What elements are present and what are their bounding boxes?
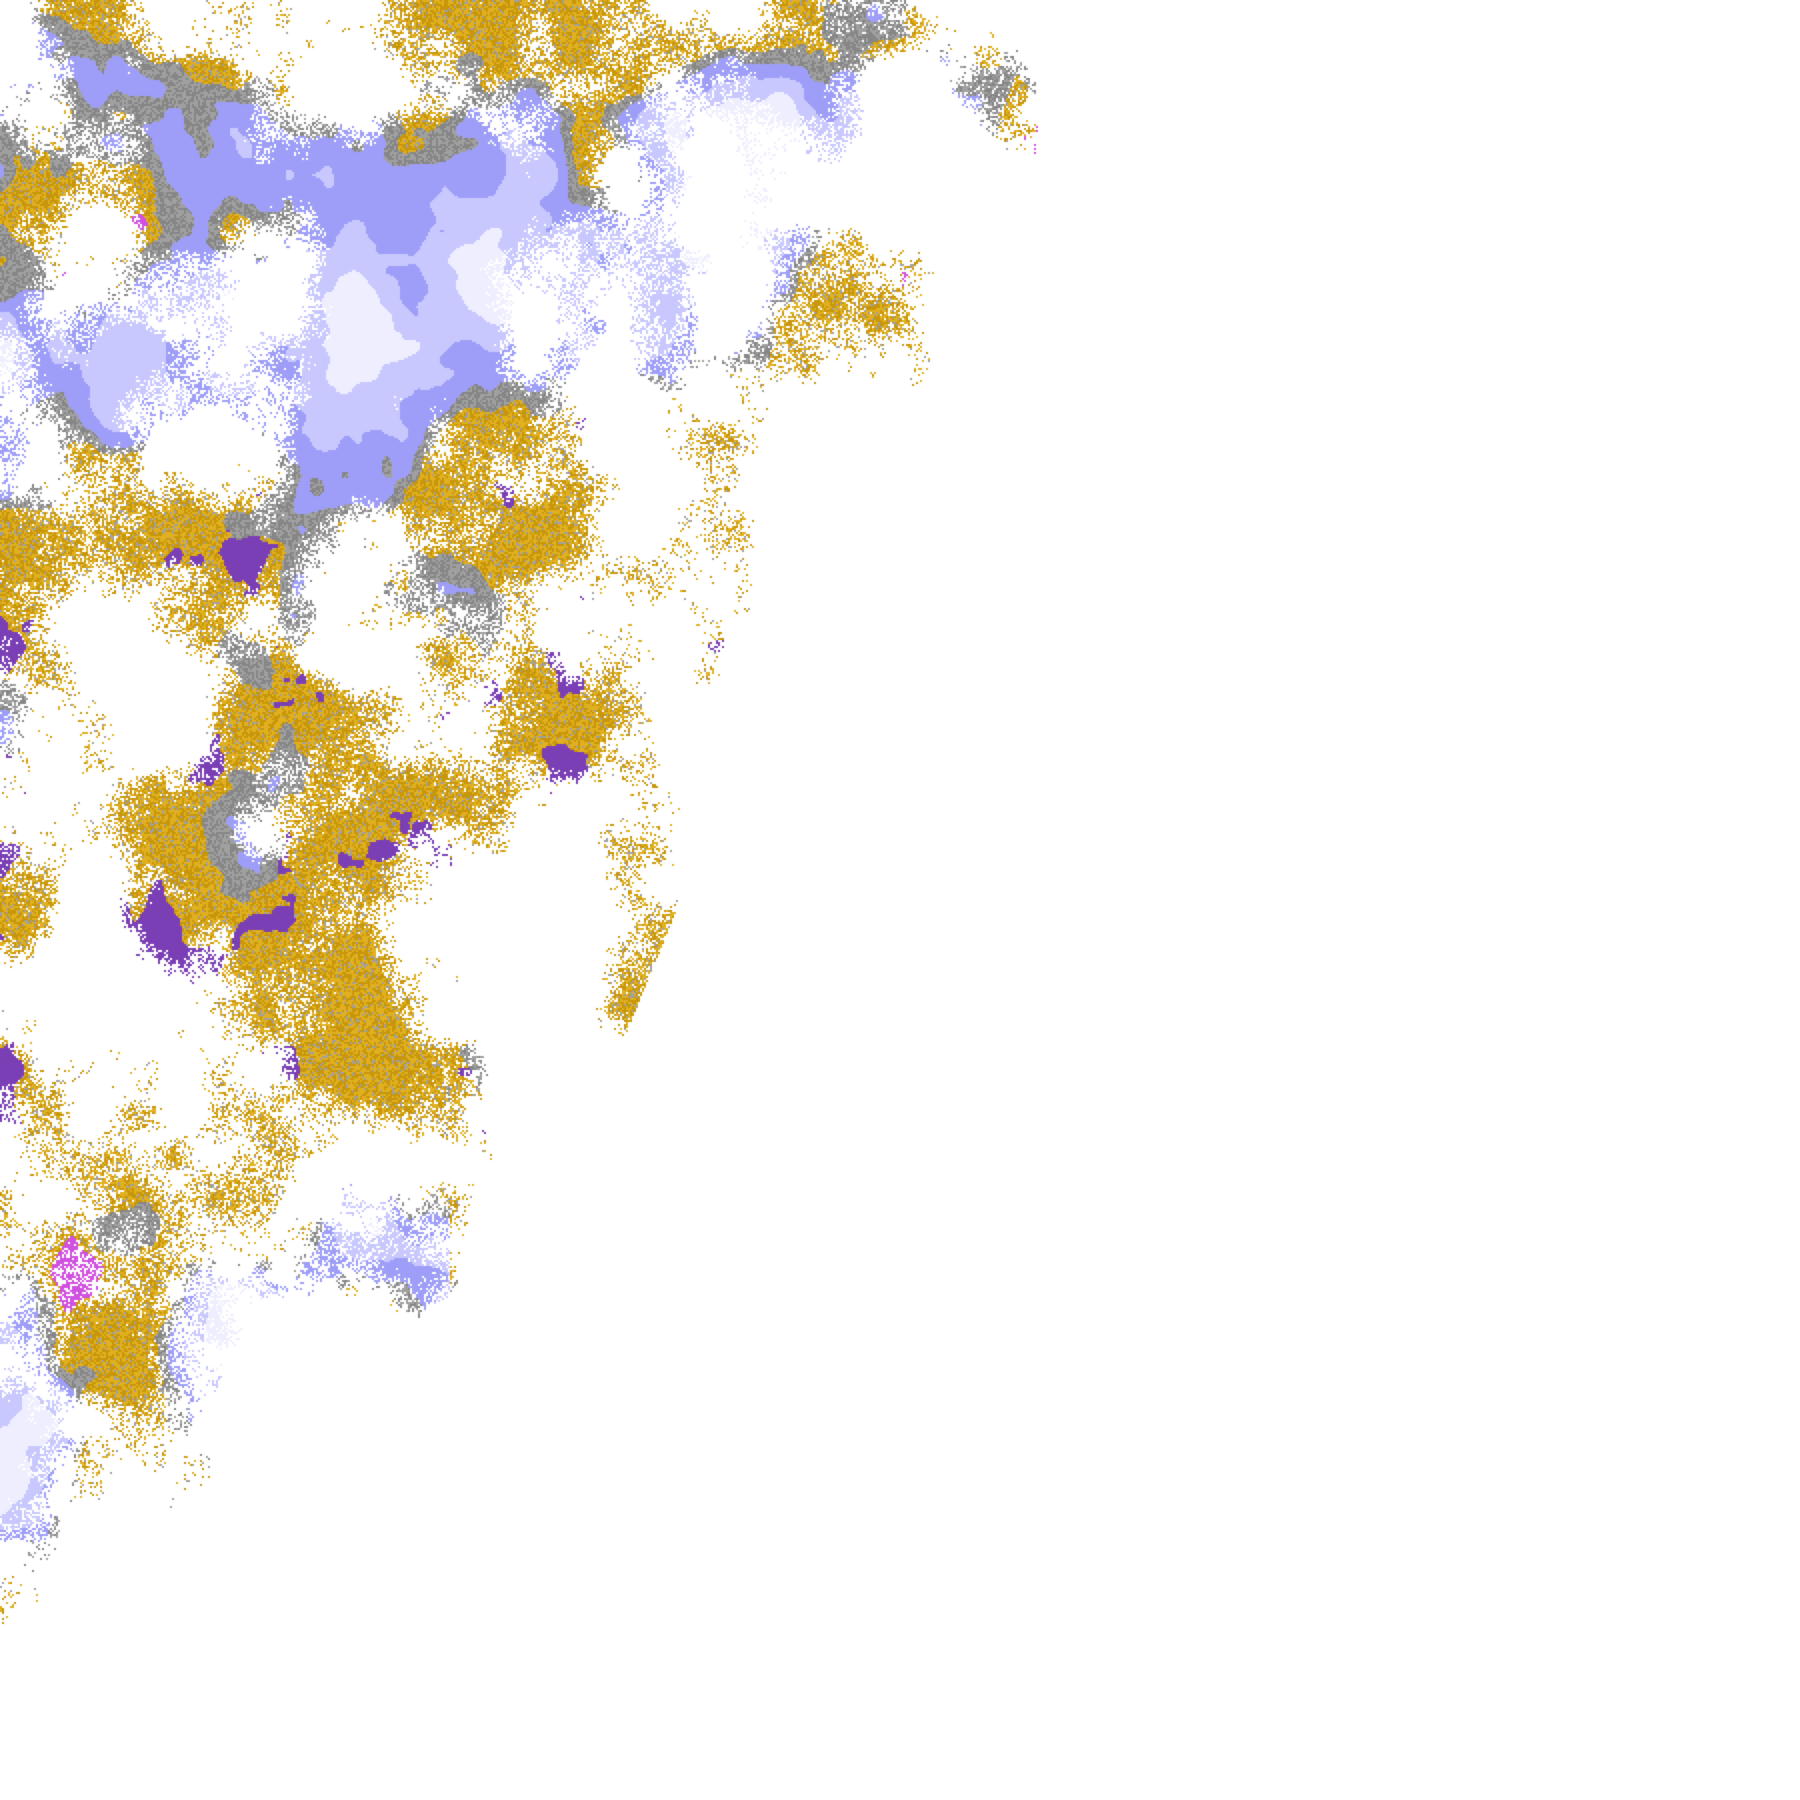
satellite-map [0, 0, 1800, 1800]
cloud-type-imagery [0, 0, 1800, 1800]
